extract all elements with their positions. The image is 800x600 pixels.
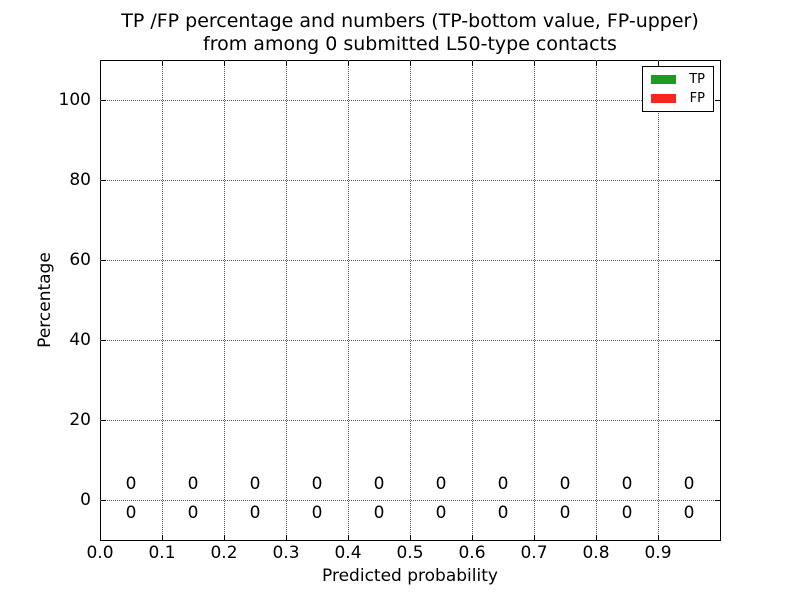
y-tick-mark-right xyxy=(715,260,720,261)
legend-label-fp: FP xyxy=(689,91,705,106)
tp-count-label: 0 xyxy=(187,503,199,523)
x-tick-mark-top xyxy=(534,61,535,66)
x-tick-mark-top xyxy=(100,61,101,66)
chart-title-line1: TP /FP percentage and numbers (TP-bottom… xyxy=(121,10,699,32)
x-tick-mark-top xyxy=(472,61,473,66)
x-tick-label: 0.2 xyxy=(210,543,238,563)
tp-count-label: 0 xyxy=(559,503,571,523)
v-gridline xyxy=(658,60,659,540)
fp-count-label: 0 xyxy=(683,474,695,494)
legend-label-tp: TP xyxy=(689,72,705,87)
y-tick-mark xyxy=(101,180,106,181)
tp-count-label: 0 xyxy=(683,503,695,523)
x-tick-mark xyxy=(224,535,225,540)
x-tick-label: 0.9 xyxy=(644,543,672,563)
x-tick-mark-top xyxy=(410,61,411,66)
x-tick-mark xyxy=(286,535,287,540)
x-tick-mark xyxy=(410,535,411,540)
x-tick-label: 0.5 xyxy=(396,543,424,563)
tp-count-label: 0 xyxy=(373,503,385,523)
x-tick-mark xyxy=(348,535,349,540)
v-gridline xyxy=(596,60,597,540)
chart-title-line2: from among 0 submitted L50-type contacts xyxy=(203,33,617,55)
y-tick-mark xyxy=(101,100,106,101)
y-tick-mark xyxy=(101,260,106,261)
x-tick-label: 0.8 xyxy=(582,543,610,563)
x-tick-mark-top xyxy=(348,61,349,66)
x-tick-mark xyxy=(596,535,597,540)
y-tick-label: 80 xyxy=(69,170,91,190)
legend-swatch-tp-icon xyxy=(651,75,676,84)
fp-count-label: 0 xyxy=(311,474,323,494)
y-tick-label: 0 xyxy=(80,490,91,510)
fp-count-label: 0 xyxy=(373,474,385,494)
v-gridline xyxy=(286,60,287,540)
x-tick-label: 0.7 xyxy=(520,543,548,563)
legend: TP FP xyxy=(642,66,714,112)
fp-count-label: 0 xyxy=(187,474,199,494)
tp-count-label: 0 xyxy=(621,503,633,523)
x-tick-label: 0.1 xyxy=(148,543,176,563)
v-gridline xyxy=(472,60,473,540)
y-tick-label: 60 xyxy=(69,250,91,270)
x-tick-mark-top xyxy=(658,61,659,66)
y-tick-mark-right xyxy=(715,340,720,341)
x-tick-mark xyxy=(658,535,659,540)
x-tick-mark-top xyxy=(162,61,163,66)
y-tick-label: 20 xyxy=(69,410,91,430)
tp-count-label: 0 xyxy=(435,503,447,523)
legend-entry-fp: FP xyxy=(643,89,713,108)
x-tick-label: 0.3 xyxy=(272,543,300,563)
x-tick-mark xyxy=(100,535,101,540)
v-gridline xyxy=(410,60,411,540)
x-tick-mark xyxy=(162,535,163,540)
legend-swatch-fp-icon xyxy=(651,94,676,103)
fp-count-label: 0 xyxy=(249,474,261,494)
y-tick-mark-right xyxy=(715,100,720,101)
y-tick-label: 40 xyxy=(69,330,91,350)
x-tick-label: 0.4 xyxy=(334,543,362,563)
v-gridline xyxy=(162,60,163,540)
x-tick-mark-top xyxy=(224,61,225,66)
fp-count-label: 0 xyxy=(559,474,571,494)
x-tick-mark xyxy=(534,535,535,540)
fp-count-label: 0 xyxy=(621,474,633,494)
x-tick-mark-top xyxy=(596,61,597,66)
x-tick-mark-top xyxy=(286,61,287,66)
tp-count-label: 0 xyxy=(311,503,323,523)
y-axis-label: Percentage xyxy=(35,252,55,348)
tp-count-label: 0 xyxy=(497,503,509,523)
y-tick-mark xyxy=(101,420,106,421)
v-gridline xyxy=(224,60,225,540)
fp-count-label: 0 xyxy=(497,474,509,494)
y-tick-mark xyxy=(101,500,106,501)
x-axis-label: Predicted probability xyxy=(322,566,498,586)
v-gridline xyxy=(348,60,349,540)
x-tick-label: 0.6 xyxy=(458,543,486,563)
chart-title: TP /FP percentage and numbers (TP-bottom… xyxy=(50,10,770,56)
v-gridline xyxy=(534,60,535,540)
fp-count-label: 0 xyxy=(125,474,137,494)
tp-count-label: 0 xyxy=(249,503,261,523)
x-tick-mark xyxy=(472,535,473,540)
x-tick-label: 0.0 xyxy=(86,543,114,563)
tp-count-label: 0 xyxy=(125,503,137,523)
y-tick-mark-right xyxy=(715,500,720,501)
y-tick-label: 100 xyxy=(58,90,91,110)
y-tick-mark xyxy=(101,340,106,341)
legend-entry-tp: TP xyxy=(643,70,713,89)
y-tick-mark-right xyxy=(715,180,720,181)
y-tick-mark-right xyxy=(715,420,720,421)
fp-count-label: 0 xyxy=(435,474,447,494)
